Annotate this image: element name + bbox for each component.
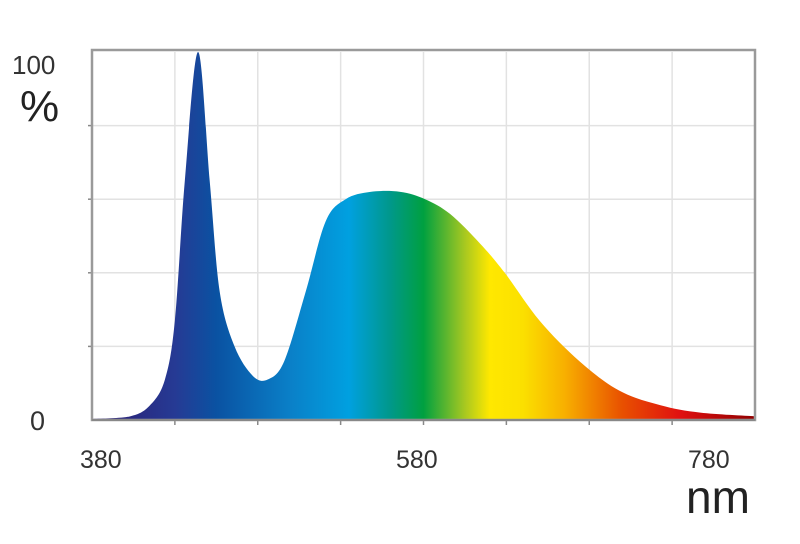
spectrum-area — [92, 52, 755, 420]
y-tick-label-100: 100 — [12, 50, 56, 80]
x-tick-label-580: 580 — [396, 446, 438, 474]
x-tick-label-380: 380 — [80, 446, 122, 474]
y-axis-label: % — [20, 82, 60, 131]
y-tick-label-0: 0 — [30, 406, 46, 436]
x-axis-label: nm — [686, 471, 750, 523]
x-tick-label-780: 780 — [688, 446, 730, 474]
